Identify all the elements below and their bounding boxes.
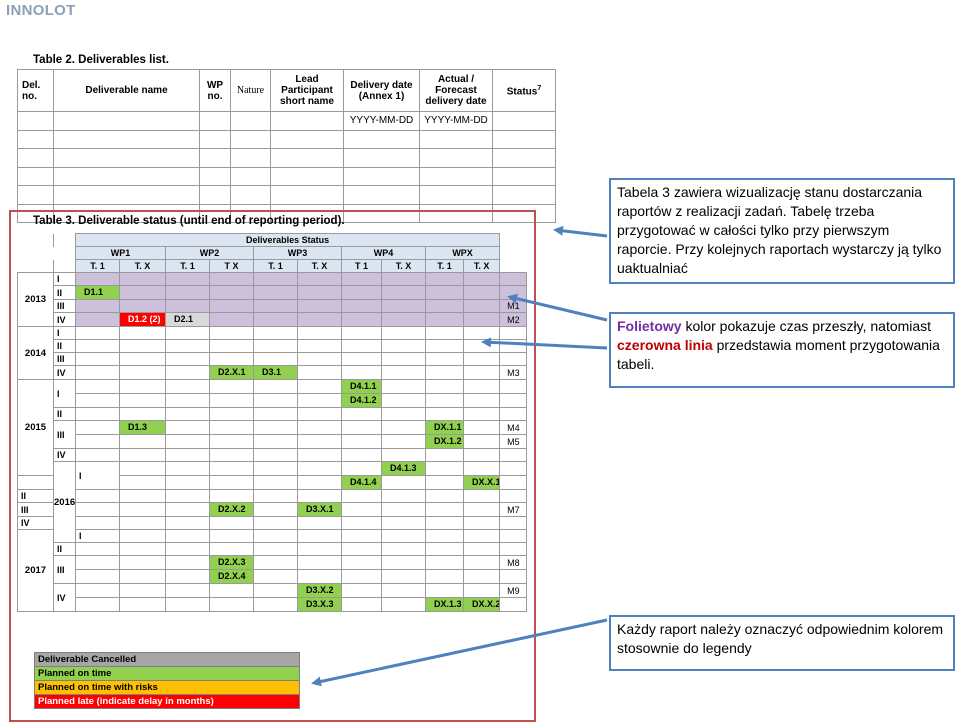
task-header: T. 1 — [75, 259, 120, 273]
purple-word: Folietowy — [617, 318, 682, 334]
table2-caption: Table 2. Deliverables list. — [33, 54, 169, 66]
actual-date-value: YYYY-MM-DD — [419, 111, 493, 131]
callout-text: przedstawia moment przygotowania tabeli. — [617, 337, 940, 372]
deliverable-cell: DX.1.1 — [426, 421, 463, 434]
arrow-to-table3 — [553, 225, 608, 238]
deliverable-cell: D3.X.2 — [298, 584, 341, 597]
col-actual-date: Actual / Forecast delivery date — [419, 69, 493, 112]
arrow-to-red-line — [481, 337, 608, 350]
deliverable-cell-late: D1.2 (2) — [120, 313, 165, 326]
callout-legend-info: Każdy raport należy oznaczyć odpowiednim… — [609, 615, 955, 671]
deliverable-cell: D2.X.1 — [210, 366, 253, 379]
deliverables-list-table: Del. no. Deliverable name WP no. Nature … — [17, 69, 556, 223]
deliverable-cell: D1.1 — [76, 286, 119, 299]
task-header: T. X — [462, 259, 501, 273]
deliverable-cell: D3.X.1 — [298, 503, 341, 516]
deliverable-cell: DX.1.2 — [426, 435, 463, 448]
deliverable-cell: D2.X.4 — [210, 570, 253, 583]
col-delivery-date: Delivery date (Annex 1) — [343, 69, 420, 112]
year-label: 2014 — [17, 326, 54, 380]
legend-on-time-risks: Planned on time with risks — [34, 680, 300, 695]
red-line-word: czerowna linia — [617, 337, 713, 353]
deliverable-cell: DX.1.3 — [426, 598, 463, 611]
delivery-date-value: YYYY-MM-DD — [343, 111, 420, 131]
wp2-header: WP2 — [165, 246, 254, 260]
milestone-label: M3 — [499, 365, 528, 380]
deliverable-cell: D3.X.3 — [298, 598, 341, 611]
milestone-label: M2 — [499, 312, 528, 327]
callout-color-info: Folietowy kolor pokazuje czas przeszły, … — [609, 312, 955, 388]
milestone-label: M4 — [499, 420, 528, 435]
col-lead-participant: Lead Participant short name — [270, 69, 344, 112]
brand-logo: INNOLOT — [6, 2, 76, 19]
deliverable-cell: D4.1.3 — [382, 462, 425, 475]
deliverable-cell: DX.X.2 — [464, 598, 499, 611]
deliverable-cell: D4.1.2 — [342, 394, 381, 407]
deliverable-cell: D2.X.3 — [210, 556, 253, 569]
deliverable-status-table: Deliverables Status WP1 WP2 WP3 WP4 WPX … — [17, 233, 528, 612]
wpx-header: WPX — [424, 246, 501, 260]
deliverable-cell: D3.1 — [254, 366, 297, 379]
wp3-header: WP3 — [253, 246, 342, 260]
quarter-label: II — [17, 489, 54, 503]
deliverable-cell-cancelled: D2.1 — [166, 313, 209, 326]
deliverable-cell: D4.1.1 — [342, 380, 381, 393]
status-legend: Deliverable Cancelled Planned on time Pl… — [34, 652, 300, 709]
callout-text: kolor pokazuje czas przeszły, natomiast — [681, 318, 932, 334]
col-deliverable-name: Deliverable name — [53, 69, 200, 112]
year-label: 2015 — [17, 379, 54, 476]
arrow-to-legend — [311, 618, 608, 687]
table3-frame — [9, 210, 536, 722]
col-status: Status7 — [492, 69, 556, 112]
deliverable-cell: D2.X.2 — [210, 503, 253, 516]
deliverable-cell: D4.1.4 — [342, 476, 381, 489]
wp4-header: WP4 — [341, 246, 426, 260]
deliverable-cell: D1.3 — [120, 421, 165, 434]
col-del-no: Del. no. — [17, 69, 54, 112]
task-header: T. X — [119, 259, 166, 273]
deliverable-cell: DX.X.1 — [464, 476, 499, 489]
table3-caption: Table 3. Deliverable status (until end o… — [33, 215, 345, 227]
callout-table3-info: Tabela 3 zawiera wizualizację stanu dost… — [609, 178, 955, 284]
legend-late: Planned late (indicate delay in months) — [34, 694, 300, 709]
task-header: T. 1 — [253, 259, 298, 273]
milestone-label: M1 — [499, 299, 528, 313]
quarter-label: I — [75, 461, 120, 490]
col-nature: Nature — [230, 69, 271, 112]
arrow-to-purple-row — [507, 293, 608, 322]
